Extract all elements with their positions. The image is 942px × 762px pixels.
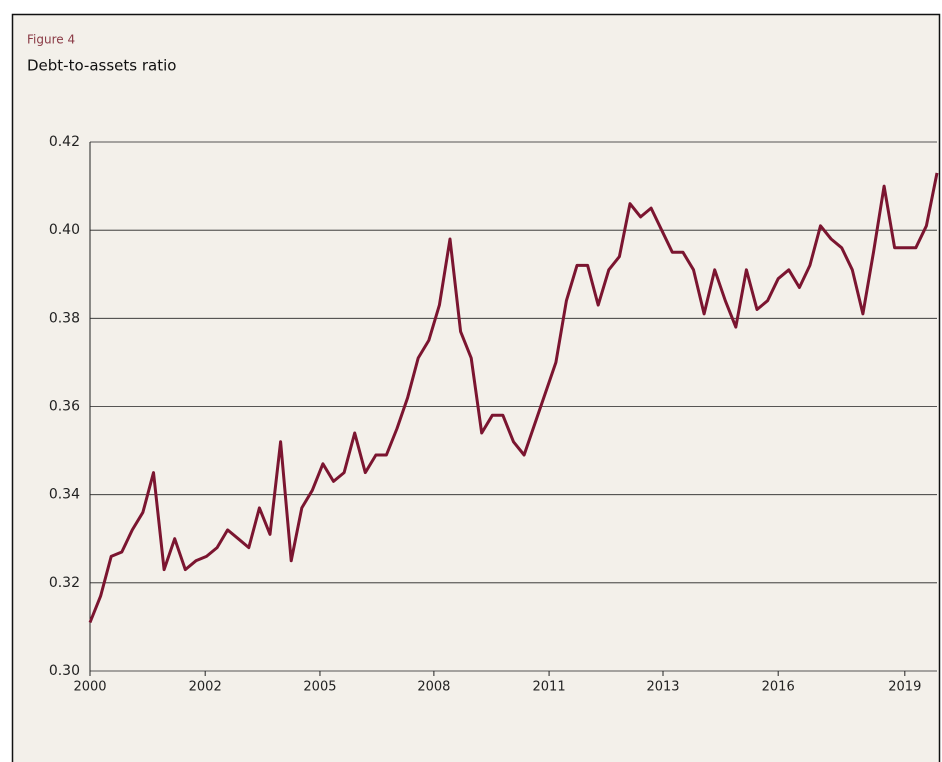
y-tick-label: 0.42 <box>49 134 80 150</box>
x-tick-label: 2008 <box>417 680 450 695</box>
x-tick-label: 2000 <box>73 680 106 695</box>
data-line <box>88 172 939 624</box>
x-tick-label: 2016 <box>762 680 795 695</box>
x-tick-label: 2005 <box>303 680 336 695</box>
y-tick-label: 0.38 <box>49 310 80 326</box>
x-tick-label: 2002 <box>189 680 222 695</box>
y-tick-label: 0.32 <box>49 575 80 591</box>
x-tick-label: 2019 <box>888 680 921 695</box>
x-tick-label: 2011 <box>533 680 566 695</box>
figure-label: Figure 4 <box>27 33 75 47</box>
y-tick-label: 0.36 <box>49 399 80 415</box>
y-tick-label: 0.30 <box>49 663 80 679</box>
chart-title: Debt-to-assets ratio <box>27 57 176 75</box>
x-tick-label: 2013 <box>646 680 679 695</box>
frame <box>11 13 941 762</box>
y-tick-label: 0.34 <box>49 487 80 503</box>
y-tick-label: 0.40 <box>49 222 80 238</box>
